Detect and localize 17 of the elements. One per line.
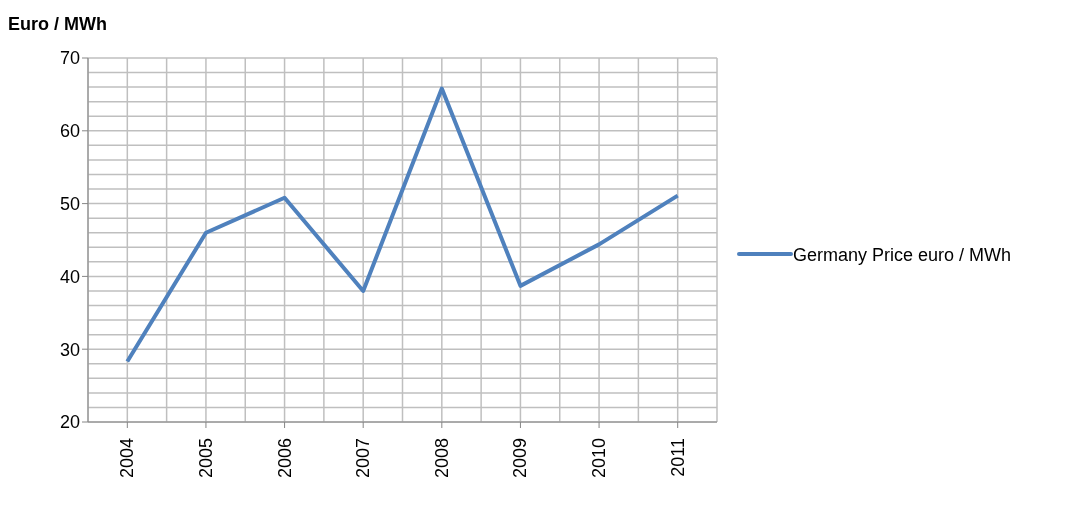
y-tick-label: 60 — [59, 121, 80, 142]
x-tick-label: 2011 — [667, 438, 688, 477]
legend-label: Germany Price euro / MWh — [793, 244, 1012, 267]
x-tick-label: 2010 — [589, 438, 610, 479]
y-tick-label: 50 — [59, 193, 80, 214]
line-series — [125, 86, 680, 364]
x-tick-label: 2008 — [431, 438, 452, 479]
x-tick-label: 2009 — [510, 438, 531, 479]
x-tick-label: 2005 — [195, 438, 216, 479]
x-tick-label: 2007 — [353, 438, 374, 479]
y-axis-title: Euro / MWh — [8, 14, 107, 35]
y-tick-label: 70 — [59, 48, 80, 69]
x-tick-label: 2006 — [274, 438, 295, 479]
y-tick-label: 20 — [59, 412, 80, 433]
y-tick-label: 30 — [59, 339, 80, 360]
x-tick-label: 2004 — [117, 438, 138, 479]
y-tick-label: 40 — [59, 266, 80, 287]
